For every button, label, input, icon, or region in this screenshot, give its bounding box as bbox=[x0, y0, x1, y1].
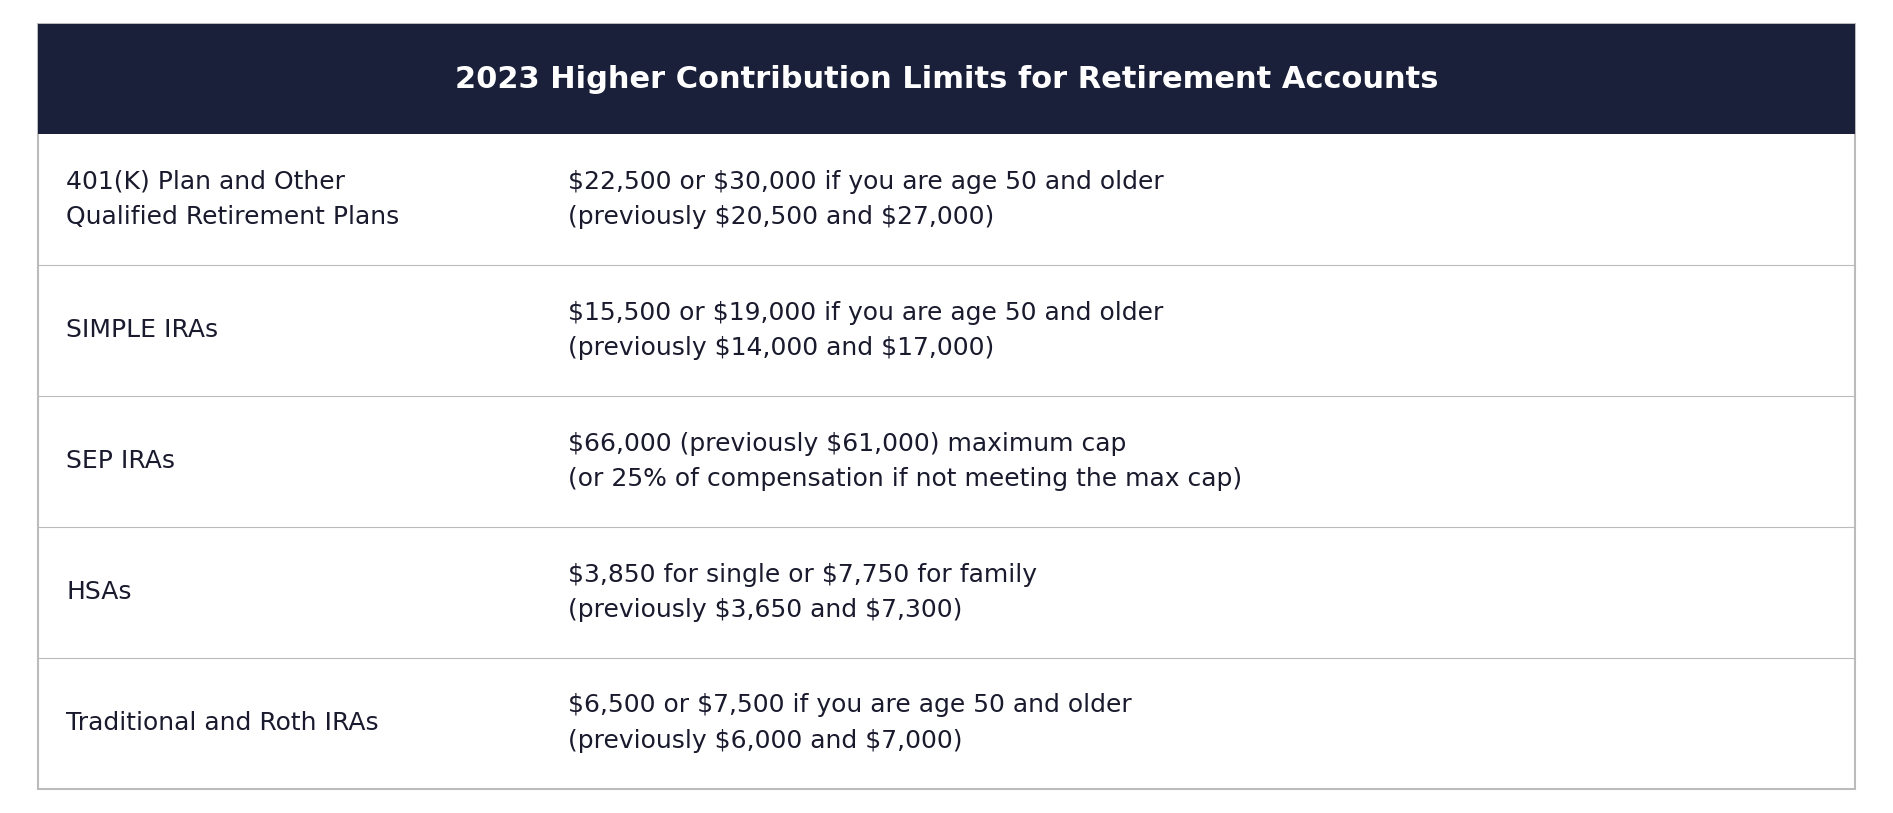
FancyBboxPatch shape bbox=[38, 24, 1855, 789]
FancyBboxPatch shape bbox=[38, 24, 1855, 134]
Text: \$66,000 (previously \$61,000) maximum cap
(or 25% of compensation if not meetin: \$66,000 (previously \$61,000) maximum c… bbox=[568, 432, 1242, 491]
Text: \$6,500 or \$7,500 if you are age 50 and older
(previously \$6,000 and \$7,000): \$6,500 or \$7,500 if you are age 50 and… bbox=[568, 693, 1132, 753]
Text: \$3,850 for single or \$7,750 for family
(previously \$3,650 and \$7,300): \$3,850 for single or \$7,750 for family… bbox=[568, 563, 1037, 622]
Text: \$22,500 or \$30,000 if you are age 50 and older
(previously \$20,500 and \$27,0: \$22,500 or \$30,000 if you are age 50 a… bbox=[568, 170, 1164, 229]
Text: 2023 Higher Contribution Limits for Retirement Accounts: 2023 Higher Contribution Limits for Reti… bbox=[454, 65, 1439, 93]
Text: HSAs: HSAs bbox=[66, 580, 133, 604]
Text: \$15,500 or \$19,000 if you are age 50 and older
(previously \$14,000 and \$17,0: \$15,500 or \$19,000 if you are age 50 a… bbox=[568, 301, 1164, 360]
Text: 401(K) Plan and Other
Qualified Retirement Plans: 401(K) Plan and Other Qualified Retireme… bbox=[66, 170, 399, 229]
Text: SIMPLE IRAs: SIMPLE IRAs bbox=[66, 319, 218, 342]
Text: SEP IRAs: SEP IRAs bbox=[66, 450, 176, 473]
Text: Traditional and Roth IRAs: Traditional and Roth IRAs bbox=[66, 711, 379, 735]
